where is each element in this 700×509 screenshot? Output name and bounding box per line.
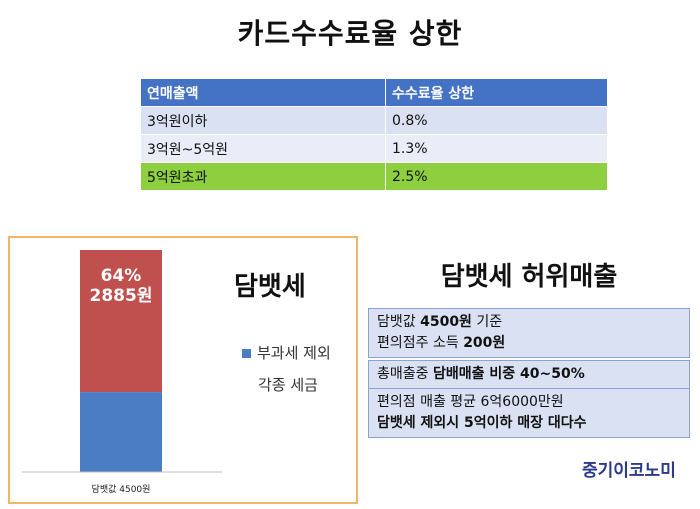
x-tick-label: 담뱃값 4500원 <box>91 485 151 495</box>
table-cell-rate: 1.3% <box>385 134 608 163</box>
info-box-price: 담뱃값 4500원 기준 편의점주 소득 200원 <box>368 308 690 358</box>
info-box-revenue: 편의점 매출 평균 6억6000만원 담뱃세 제외시 5억이하 매장 대다수 <box>368 388 690 438</box>
table-cell-revenue: 3억원이하 <box>140 106 386 135</box>
info-text-bold: 200원 <box>463 335 506 351</box>
legend-label-line1: 부과세 제외 <box>257 344 331 362</box>
side-title: 담뱃세 허위매출 <box>440 262 618 292</box>
info-text: 기준 <box>471 314 503 330</box>
bar-value-label: 64% 2885원 <box>80 266 162 306</box>
bar-amount-label: 2885원 <box>89 286 153 306</box>
bar-percent-label: 64% <box>100 266 142 286</box>
table-cell-revenue: 5억원초과 <box>140 162 386 191</box>
info-line: 편의점주 소득 200원 <box>377 333 681 354</box>
legend-swatch-icon <box>242 349 251 358</box>
table-row: 3억원~5억원 1.3% <box>140 134 608 163</box>
tobacco-tax-chart: 64% 2885원 담뱃세 부과세 제외 각종 세금 담뱃값 4500원 <box>8 236 358 504</box>
info-line: 편의점 매출 평균 6억6000만원 <box>377 394 564 410</box>
info-text-bold: 4500원 <box>420 314 472 330</box>
fee-rate-table: 연매출액 수수료율 상한 3억원이하 0.8% 3억원~5억원 1.3% 5억원… <box>140 78 608 191</box>
info-line: 담뱃세 제외시 5억이하 매장 대다수 <box>377 415 587 431</box>
info-text: 담뱃값 <box>377 314 421 330</box>
table-cell-rate: 2.5% <box>385 162 608 191</box>
chart-title: 담뱃세 <box>234 272 306 302</box>
table-cell-rate: 0.8% <box>385 106 608 135</box>
table-header-revenue: 연매출액 <box>140 78 386 107</box>
info-text: 총매출중 <box>377 366 433 382</box>
table-cell-revenue: 3억원~5억원 <box>140 134 386 163</box>
bar-segment-1 <box>80 392 162 472</box>
info-box-share: 총매출중 담배매출 비중 40~50% <box>368 360 690 389</box>
page-title: 카드수수료율 상한 <box>237 17 463 50</box>
info-text: 편의점주 소득 <box>377 335 464 351</box>
table-header-row: 연매출액 수수료율 상한 <box>140 78 608 107</box>
info-text-bold: 담배매출 비중 40~50% <box>432 366 585 382</box>
info-line: 담뱃값 4500원 기준 <box>377 312 681 333</box>
legend-label-line2: 각종 세금 <box>258 376 318 394</box>
table-header-rate: 수수료율 상한 <box>385 78 608 107</box>
brand-logo: 중기이코노미 <box>582 461 676 481</box>
legend-entry: 부과세 제외 <box>242 342 331 363</box>
table-row: 3억원이하 0.8% <box>140 106 608 135</box>
bar-segment-0 <box>80 250 162 393</box>
chart-canvas <box>22 250 222 473</box>
table-row: 5억원초과 2.5% <box>140 162 608 191</box>
